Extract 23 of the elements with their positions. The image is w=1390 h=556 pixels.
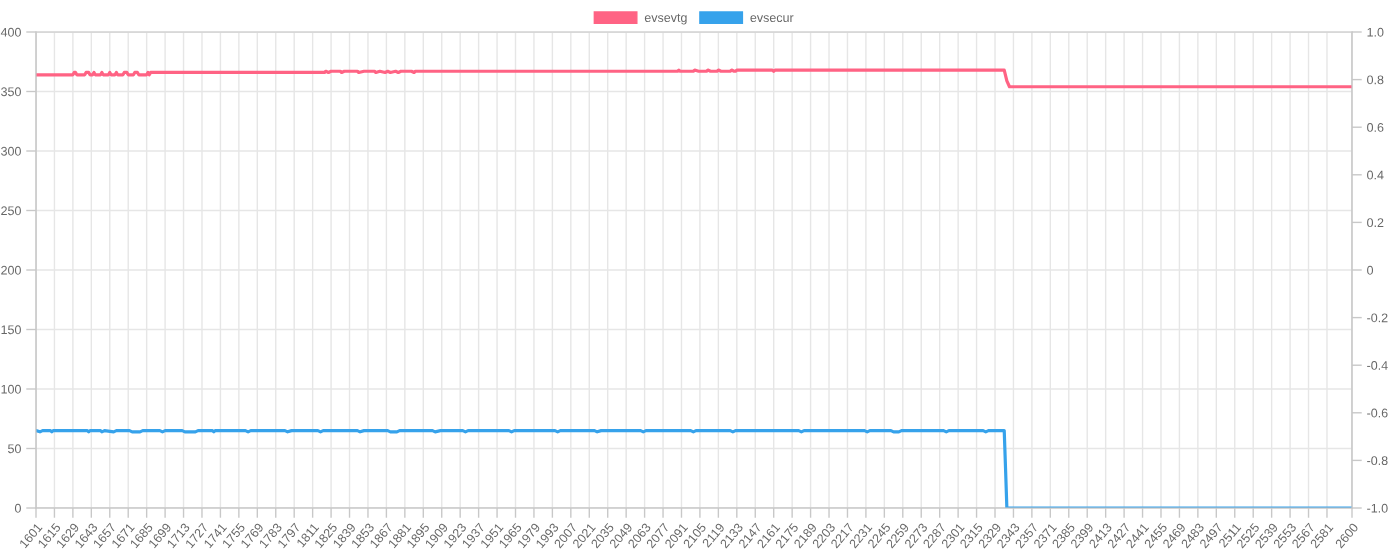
y2-tick-label: -1.0 — [1367, 503, 1388, 513]
line-series — [36, 68, 1352, 89]
y2-tick-label: 0.6 — [1367, 123, 1384, 132]
y2-tick-label: 0.2 — [1367, 218, 1384, 228]
legend-label: evsevtg — [644, 13, 687, 25]
y2-tick-label: 1.0 — [1367, 27, 1384, 37]
y2-tick-label: -0.2 — [1367, 313, 1388, 323]
legend-label: evsecur — [750, 15, 794, 23]
y-tick-label: 0 — [14, 503, 21, 513]
y-tick-label: 300 — [1, 146, 21, 156]
y-tick-label: 50 — [8, 444, 21, 454]
y-tick-label: 100 — [1, 384, 21, 394]
y-tick-label: 350 — [1, 87, 21, 97]
y-tick-label: 200 — [1, 265, 21, 275]
y2-tick-label: 0.4 — [1367, 170, 1384, 180]
y-tick-label: 400 — [0, 27, 21, 37]
y2-tick-label: -0.4 — [1367, 361, 1388, 370]
y2-tick-label: 0 — [1367, 265, 1374, 275]
y-tick-label: 150 — [1, 325, 21, 335]
y2-tick-label: -0.8 — [1367, 456, 1388, 466]
y-tick-label: 250 — [1, 206, 21, 216]
y2-tick-label: 0.8 — [1367, 75, 1384, 85]
y2-tick-label: -0.6 — [1367, 408, 1388, 418]
